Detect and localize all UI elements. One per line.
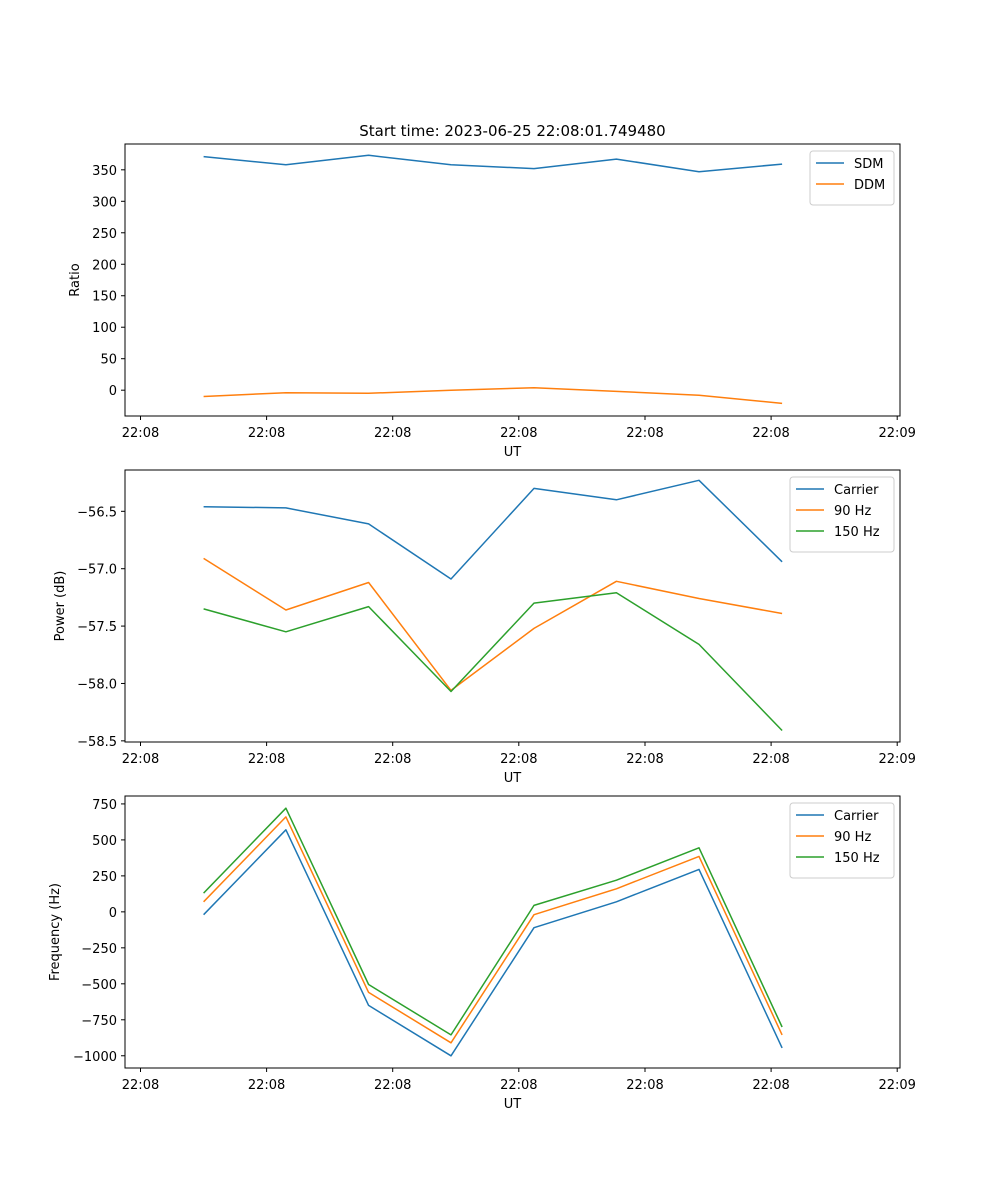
series-line-ddm (203, 386, 783, 405)
x-tick-label: 22:08 (626, 1078, 663, 1093)
x-tick-label: 22:08 (374, 752, 411, 767)
y-tick-label: −750 (81, 1014, 117, 1029)
x-axis-label: UT (504, 771, 522, 786)
y-tick-label: −1000 (73, 1050, 117, 1065)
y-tick-label: 300 (92, 195, 117, 210)
y-tick-label: 150 (92, 290, 117, 305)
y-tick-label: 750 (92, 798, 117, 813)
x-tick-label: 22:08 (248, 1078, 285, 1093)
subplot-2: 22:08 22:08 22:08 22:08 22:08 22:08 22:09 −58.5… (53, 469, 916, 786)
series-line-150-hz (203, 592, 783, 732)
x-tick-label: 22:08 (500, 752, 537, 767)
legend: Carrier 90 Hz 150 Hz (789, 802, 895, 879)
x-tick-label: 22:08 (626, 426, 663, 441)
x-axis-label: UT (504, 445, 522, 460)
legend-box (809, 150, 895, 206)
y-tick-label: 100 (92, 321, 117, 336)
legend: SDM DDM (809, 150, 895, 206)
y-axis-label: Frequency (Hz) (48, 883, 63, 981)
x-axis-label: UT (504, 1097, 522, 1112)
series-line-carrier (203, 829, 783, 1057)
x-tick-label: 22:09 (878, 426, 915, 441)
x-tick-label: 22:08 (626, 752, 663, 767)
x-tick-label: 22:09 (878, 1078, 915, 1093)
legend-box (789, 802, 895, 879)
axes-frame (124, 469, 901, 743)
y-tick-label: 250 (92, 227, 117, 242)
y-tick-label: −58.0 (77, 677, 117, 692)
legend-label: 90 Hz (834, 830, 871, 845)
y-axis-label: Power (dB) (53, 571, 68, 642)
x-tick-label: 22:08 (500, 1078, 537, 1093)
x-tick-label: 22:08 (752, 426, 789, 441)
series-line-150-hz (203, 807, 783, 1036)
legend-box (789, 476, 895, 553)
axes-frame (124, 795, 901, 1069)
y-tick-label: −58.5 (77, 735, 117, 750)
y-tick-label: 0 (109, 384, 117, 399)
x-tick-label: 22:08 (500, 426, 537, 441)
legend-label: 90 Hz (834, 504, 871, 519)
y-tick-label: −57.0 (77, 563, 117, 578)
legend-label: DDM (854, 178, 885, 193)
legend-label: Carrier (834, 809, 879, 824)
y-axis-label: Ratio (68, 263, 83, 296)
series-line-90-hz (203, 557, 783, 692)
series-line-carrier (203, 479, 783, 580)
subplot-1: 22:08 22:08 22:08 22:08 22:08 22:08 22:09 0 50 10… (68, 143, 916, 460)
y-tick-label: −57.5 (77, 620, 117, 635)
series-line-90-hz (203, 816, 783, 1044)
x-tick-label: 22:09 (878, 752, 915, 767)
legend-label: Carrier (834, 483, 879, 498)
y-tick-label: −500 (81, 978, 117, 993)
y-tick-label: 200 (92, 258, 117, 273)
subplots: 22:08 22:08 22:08 22:08 22:08 22:08 22:09 0 50 10… (48, 143, 916, 1112)
x-tick-label: 22:08 (248, 752, 285, 767)
y-tick-label: 500 (92, 834, 117, 849)
x-tick-label: 22:08 (122, 1078, 159, 1093)
legend-label: SDM (854, 157, 883, 172)
legend: Carrier 90 Hz 150 Hz (789, 476, 895, 553)
x-tick-label: 22:08 (752, 1078, 789, 1093)
series-line-sdm (203, 154, 783, 173)
legend-label: 150 Hz (834, 525, 880, 540)
y-tick-label: 250 (92, 870, 117, 885)
y-tick-label: 50 (100, 353, 117, 368)
subplot-3: 22:08 22:08 22:08 22:08 22:08 22:08 22:09 −1000… (48, 795, 916, 1112)
y-tick-label: −56.5 (77, 505, 117, 520)
x-tick-label: 22:08 (122, 426, 159, 441)
x-tick-label: 22:08 (374, 1078, 411, 1093)
x-tick-label: 22:08 (248, 426, 285, 441)
x-tick-label: 22:08 (374, 426, 411, 441)
x-tick-label: 22:08 (752, 752, 789, 767)
y-tick-label: 0 (109, 906, 117, 921)
y-tick-label: −250 (81, 942, 117, 957)
legend-label: 150 Hz (834, 851, 880, 866)
chart-title: Start time: 2023-06-25 22:08:01.749480 (359, 122, 665, 140)
y-tick-label: 350 (92, 164, 117, 179)
axes-frame (124, 143, 901, 417)
x-tick-label: 22:08 (122, 752, 159, 767)
